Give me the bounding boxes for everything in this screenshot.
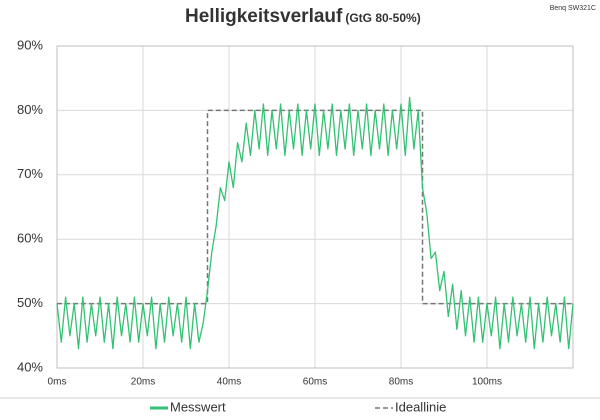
y-tick-label: 50% (17, 295, 43, 310)
y-tick-label: 60% (17, 231, 43, 246)
x-tick-label: 100ms (472, 377, 502, 388)
plot-border (56, 45, 574, 369)
y-tick-label: 70% (17, 166, 43, 181)
legend-label: Messwert (170, 399, 226, 414)
y-tick-label: 90% (17, 37, 43, 52)
y-tick-label: 80% (17, 102, 43, 117)
x-tick-label: 0ms (48, 377, 67, 388)
chart-subtitle: (GtG 80-50%) (345, 11, 420, 25)
x-tick-label: 80ms (389, 377, 413, 388)
y-tick-label: 40% (17, 359, 43, 374)
series-line (56, 96, 574, 350)
legend-label: Ideallinie (395, 399, 446, 414)
x-tick-label: 60ms (303, 377, 327, 388)
chart-title: Helligkeitsverlauf (185, 6, 343, 27)
annotation: Benq SW321C (550, 5, 596, 12)
x-tick-label: 40ms (217, 377, 241, 388)
x-tick-label: 20ms (131, 377, 155, 388)
